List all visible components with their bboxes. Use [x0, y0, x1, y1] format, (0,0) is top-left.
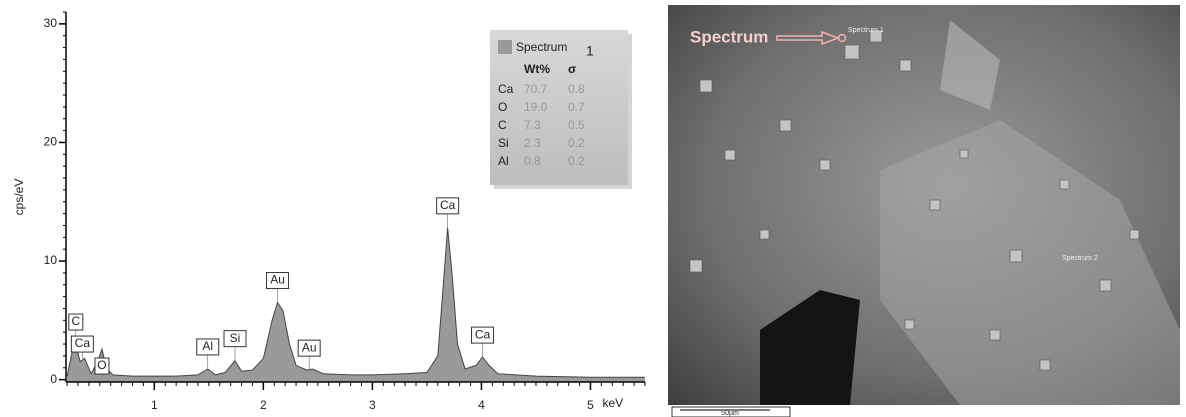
y-tick-label: 0: [50, 372, 57, 386]
spectrum-chart: 0 10 20 30 1 2 3 4 5 keV cps/eV C Ca O Al Si Au Au Ca Ca Spe…: [12, 11, 646, 412]
peak-box: [68, 313, 84, 331]
table-cell: O: [498, 100, 507, 114]
peak-label: Ca: [440, 198, 456, 212]
table-cell: 7.3: [524, 118, 541, 132]
table-cell: Al: [498, 154, 509, 168]
x-tick-label: 1: [151, 398, 158, 412]
table-cell: Ca: [498, 82, 514, 96]
table-cell: 0.7: [568, 100, 585, 114]
table-cell: 2.3: [524, 136, 541, 150]
table-cell: 19.0: [524, 100, 548, 114]
scale-bar-label: 50µm: [721, 410, 739, 417]
table-header: σ: [568, 62, 576, 76]
arrow: [776, 30, 841, 46]
peak-box: [94, 357, 110, 375]
spectrum-fill: [67, 227, 645, 382]
spectrum-line: [66, 227, 645, 378]
peak-label: Si: [230, 331, 241, 345]
table-cell: Si: [498, 136, 509, 150]
y-tick-label: 10: [44, 253, 58, 267]
peak-label: Ca: [475, 327, 491, 341]
peak-box: [70, 335, 94, 353]
legend-entry: Spectrum: [516, 40, 567, 54]
peak-label: Ca: [75, 336, 91, 350]
site-label: Spectrum 2: [1062, 255, 1098, 262]
site-label: Spectrum 1: [848, 27, 884, 34]
peak-label: Al: [202, 339, 213, 353]
y-tick-label: 20: [44, 135, 58, 149]
sem-image: 50µm Spectrum Spectrum 1 Spectrum 2: [668, 5, 1180, 417]
peak-box: [471, 326, 495, 344]
table-cell: 0.2: [568, 136, 585, 150]
peak-box: [196, 338, 220, 356]
table-cell: C: [498, 118, 507, 132]
table-cell: 0.8: [568, 82, 585, 96]
table-header: Wt%: [524, 62, 550, 76]
legend-number: 1: [586, 43, 594, 59]
peak-box: [436, 197, 460, 215]
y-axis-label: cps/eV: [12, 179, 26, 216]
legend-swatch: [498, 40, 512, 54]
y-tick-label: 30: [44, 16, 58, 30]
peak-box: [297, 339, 321, 357]
legend-box: [490, 30, 628, 185]
table-cell: 0.5: [568, 118, 585, 132]
x-tick-label: 2: [260, 398, 267, 412]
table-cell: 0.2: [568, 154, 585, 168]
x-tick-label: 5: [587, 398, 594, 412]
arrow-label: Spectrum: [690, 27, 768, 46]
x-tick-label: 4: [478, 398, 485, 412]
x-tick-label: 3: [369, 398, 376, 412]
peak-label: C: [71, 314, 80, 328]
table-cell: 0.8: [524, 154, 541, 168]
peak-box: [266, 272, 290, 290]
peak-label: Au: [302, 340, 317, 354]
x-unit: keV: [602, 396, 623, 410]
table-cell: 70.7: [524, 82, 548, 96]
peak-box: [223, 330, 247, 348]
peak-label: Au: [270, 273, 285, 287]
peak-label: O: [97, 358, 106, 372]
